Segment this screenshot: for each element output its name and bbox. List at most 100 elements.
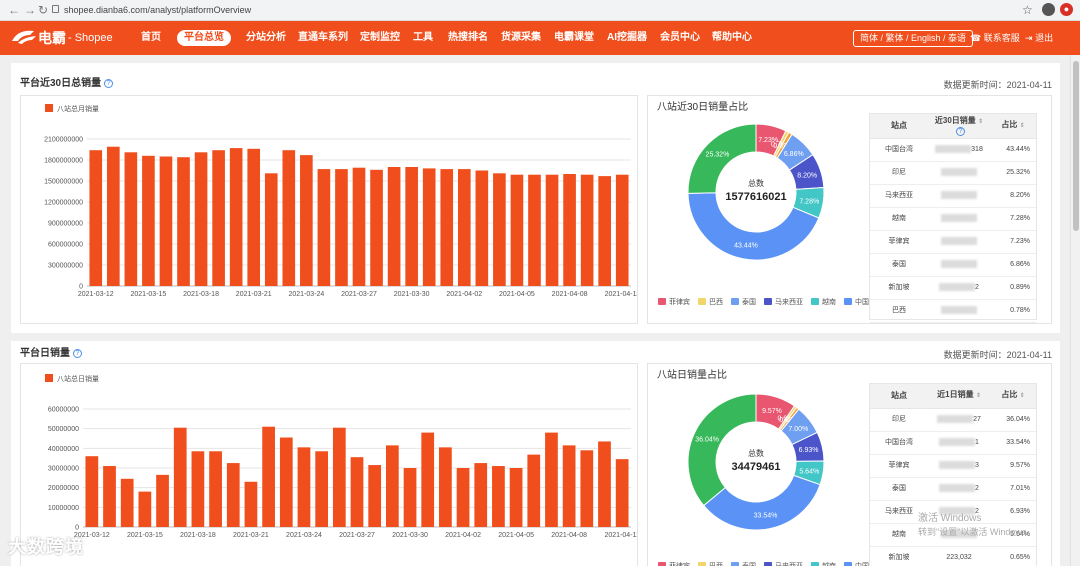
legend-label[interactable]: 中国台湾 bbox=[855, 297, 870, 306]
bar[interactable] bbox=[475, 170, 489, 287]
legend-swatch[interactable] bbox=[658, 298, 666, 305]
bar[interactable] bbox=[282, 150, 296, 286]
legend-swatch[interactable] bbox=[811, 298, 819, 305]
back-icon[interactable]: ← bbox=[8, 3, 20, 17]
bar[interactable] bbox=[598, 441, 611, 527]
bar[interactable] bbox=[368, 465, 382, 527]
bar[interactable] bbox=[387, 167, 401, 286]
bar[interactable] bbox=[509, 468, 523, 527]
bar[interactable] bbox=[103, 466, 116, 527]
bar[interactable] bbox=[332, 427, 346, 527]
legend-label[interactable]: 菲律宾 bbox=[669, 297, 690, 306]
bar[interactable] bbox=[264, 173, 278, 286]
bar[interactable] bbox=[194, 152, 208, 286]
bar[interactable] bbox=[370, 169, 383, 286]
legend-label[interactable]: 巴西 bbox=[709, 562, 723, 566]
menu-member-center[interactable]: 会员中心 bbox=[660, 32, 700, 43]
bar[interactable] bbox=[457, 169, 471, 286]
bar[interactable] bbox=[474, 463, 488, 527]
bar[interactable] bbox=[492, 466, 505, 527]
bar[interactable] bbox=[562, 445, 576, 527]
bar[interactable] bbox=[138, 491, 152, 527]
bar[interactable] bbox=[191, 451, 205, 527]
bar[interactable] bbox=[229, 148, 243, 286]
contact-support-link[interactable]: ☎ 联系客服 bbox=[970, 32, 1020, 45]
bar[interactable] bbox=[173, 427, 187, 527]
bar[interactable] bbox=[598, 176, 611, 286]
bar[interactable] bbox=[528, 174, 541, 286]
col-sales[interactable]: 近1日销量 ⇕ bbox=[928, 384, 990, 409]
legend-swatch[interactable] bbox=[764, 298, 772, 305]
menu-ai-miner[interactable]: AI挖掘器 bbox=[607, 32, 647, 43]
bar[interactable] bbox=[545, 174, 559, 286]
menu-custom-monitor[interactable]: 定制监控 bbox=[360, 32, 400, 43]
legend-swatch[interactable] bbox=[658, 562, 666, 566]
legend-swatch[interactable] bbox=[731, 298, 739, 305]
menu-home[interactable]: 首页 bbox=[141, 32, 161, 43]
bar[interactable] bbox=[456, 468, 470, 527]
language-switcher[interactable]: 简体 / 繁体 / English / 泰语 bbox=[853, 30, 974, 47]
col-share[interactable]: 占比 ⇕ bbox=[990, 384, 1036, 409]
legend-label[interactable]: 马来西亚 bbox=[775, 298, 803, 306]
bar[interactable] bbox=[440, 169, 454, 286]
menu-platform-overview[interactable]: 平台总览 bbox=[177, 30, 231, 46]
pie-slice[interactable] bbox=[703, 474, 821, 531]
legend-label[interactable]: 泰国 bbox=[742, 297, 756, 306]
bar[interactable] bbox=[493, 173, 506, 286]
bar[interactable] bbox=[421, 432, 435, 527]
legend-label[interactable]: 泰国 bbox=[742, 561, 756, 566]
menu-sourcing[interactable]: 货源采集 bbox=[501, 32, 541, 43]
forward-icon[interactable]: → bbox=[24, 3, 36, 17]
legend-swatch[interactable] bbox=[698, 298, 706, 305]
bar[interactable] bbox=[142, 155, 155, 286]
reload-icon[interactable]: ↻ bbox=[38, 3, 49, 17]
col-share[interactable]: 占比 ⇕ bbox=[990, 114, 1036, 139]
profile-icon[interactable] bbox=[1042, 3, 1055, 16]
bar[interactable] bbox=[297, 447, 311, 527]
legend-label[interactable]: 越南 bbox=[822, 561, 836, 566]
legend-label[interactable]: 八站总日销量 bbox=[57, 374, 99, 383]
legend-swatch[interactable] bbox=[844, 562, 852, 566]
bar[interactable] bbox=[580, 174, 594, 286]
pie-slice[interactable] bbox=[687, 393, 757, 507]
legend-label[interactable]: 越南 bbox=[822, 297, 836, 306]
legend-label[interactable]: 马来西亚 bbox=[775, 562, 803, 566]
bar[interactable] bbox=[510, 174, 524, 286]
menu-class[interactable]: 电霸课堂 bbox=[554, 32, 594, 43]
bar[interactable] bbox=[247, 148, 261, 286]
bar[interactable] bbox=[352, 167, 366, 286]
bar[interactable] bbox=[403, 468, 417, 527]
bar[interactable] bbox=[244, 481, 258, 527]
legend-swatch[interactable] bbox=[844, 298, 852, 305]
extension-icon[interactable]: ● bbox=[1060, 3, 1073, 16]
logout-link[interactable]: ⇥ 退出 bbox=[1025, 32, 1053, 45]
bar[interactable] bbox=[120, 478, 134, 527]
col-sales[interactable]: 近30日销量 ⇕? bbox=[928, 114, 990, 139]
bar[interactable] bbox=[177, 157, 190, 286]
bar[interactable] bbox=[159, 156, 173, 287]
legend-swatch[interactable] bbox=[45, 374, 53, 382]
menu-help-center[interactable]: 帮助中心 bbox=[712, 32, 752, 43]
bar[interactable] bbox=[527, 454, 541, 527]
legend-swatch[interactable] bbox=[731, 562, 739, 566]
bar[interactable] bbox=[422, 168, 436, 286]
bar[interactable] bbox=[317, 169, 331, 286]
help-icon[interactable]: ? bbox=[73, 349, 82, 358]
bar[interactable] bbox=[580, 450, 594, 527]
legend-label[interactable]: 八站总月销量 bbox=[57, 104, 99, 113]
bar[interactable] bbox=[300, 155, 313, 286]
bar[interactable] bbox=[262, 426, 275, 527]
legend-swatch[interactable] bbox=[698, 562, 706, 566]
bar[interactable] bbox=[89, 150, 103, 286]
bar[interactable] bbox=[212, 150, 225, 286]
help-icon[interactable]: ? bbox=[104, 79, 114, 88]
scroll-thumb[interactable] bbox=[1073, 61, 1079, 231]
bar[interactable] bbox=[315, 451, 329, 527]
bar[interactable] bbox=[85, 456, 99, 527]
bar[interactable] bbox=[563, 174, 576, 286]
pie-slice[interactable] bbox=[687, 192, 820, 261]
bar[interactable] bbox=[385, 445, 399, 527]
bar[interactable] bbox=[156, 474, 169, 527]
page-scrollbar[interactable] bbox=[1070, 55, 1080, 566]
bar[interactable] bbox=[615, 459, 629, 527]
